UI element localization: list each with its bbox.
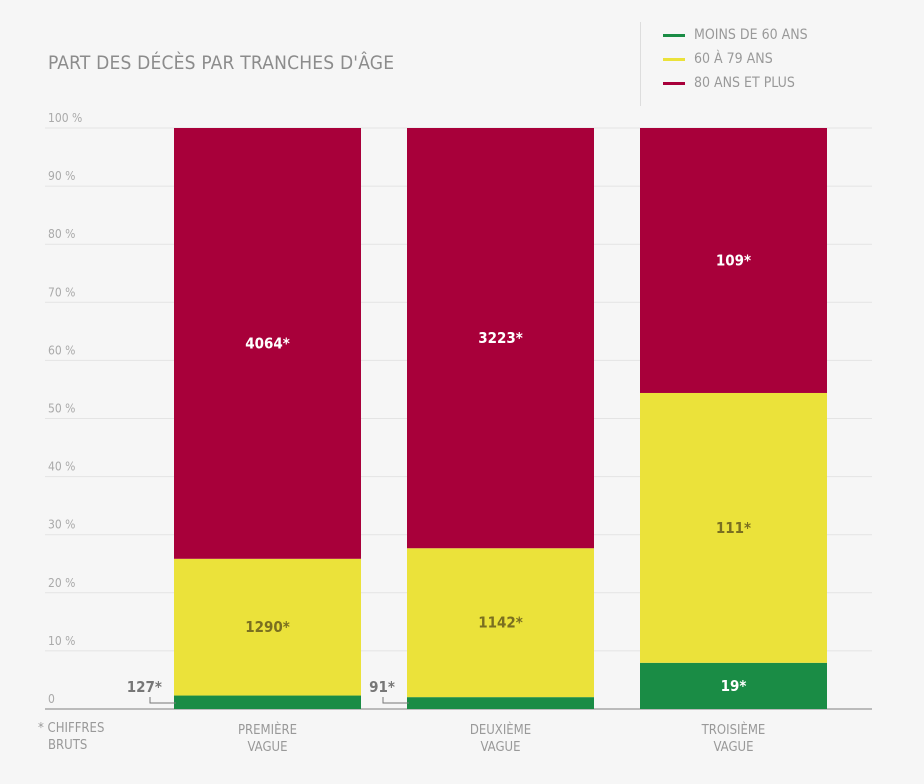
data-label: 91* [369, 678, 395, 696]
legend-swatch [663, 33, 685, 37]
y-tick-label: 70 % [48, 285, 75, 299]
bar-segment [407, 128, 594, 549]
bar-segment [407, 697, 594, 709]
legend-item-80-plus: 80 ANS ET PLUS [663, 72, 808, 94]
legend-item-60-79: 60 À 79 ANS [663, 48, 808, 70]
legend-label: 60 À 79 ANS [694, 51, 773, 67]
y-tick-label: 30 % [48, 518, 75, 532]
data-label: 111* [716, 519, 751, 537]
legend-swatch [663, 81, 685, 85]
legend-label: 80 ANS ET PLUS [694, 75, 795, 91]
bar-segment [407, 548, 594, 698]
bar-segment [174, 695, 361, 709]
data-label: 127* [127, 678, 162, 696]
bar-segment [174, 128, 361, 559]
data-label: 3223* [478, 329, 523, 347]
category-label: DEUXIÈME [470, 722, 531, 738]
chart-title: PART DES DÉCÈS PAR TRANCHES D'ÂGE [48, 52, 395, 74]
bar-segment [640, 128, 827, 393]
category-label: PREMIÈRE [238, 722, 297, 738]
legend-swatch [663, 57, 685, 61]
footnote: * CHIFFRES BRUTS [38, 720, 104, 754]
footnote-line: BRUTS [48, 738, 88, 753]
data-label: 4064* [245, 334, 290, 352]
legend-label: MOINS DE 60 ANS [694, 27, 808, 43]
y-tick-label: 20 % [48, 576, 75, 590]
y-tick-label: 50 % [48, 402, 75, 416]
data-label: 1290* [245, 618, 290, 636]
y-tick-label: 60 % [48, 343, 75, 357]
bar-segment [640, 392, 827, 663]
leader-line [382, 697, 409, 704]
category-label: VAGUE [481, 740, 521, 755]
data-label: 1142* [478, 614, 523, 632]
leader-line [149, 697, 176, 704]
category-label: TROISIÈME [701, 722, 766, 738]
category-label: VAGUE [248, 740, 288, 755]
footnote-line: * CHIFFRES [38, 721, 105, 736]
y-tick-label: 10 % [48, 634, 75, 648]
y-tick-label: 100 % [48, 111, 82, 125]
category-label: VAGUE [714, 740, 754, 755]
y-tick-label: 80 % [48, 227, 75, 241]
data-label: 109* [716, 251, 751, 269]
y-tick-label: 90 % [48, 169, 75, 183]
y-tick-label: 40 % [48, 460, 75, 474]
bar-segment [174, 558, 361, 696]
y-tick-label: 0 [48, 692, 55, 706]
data-label: 19* [721, 677, 747, 695]
legend: MOINS DE 60 ANS 60 À 79 ANS 80 ANS ET PL… [640, 22, 808, 106]
legend-item-under-60: MOINS DE 60 ANS [663, 24, 808, 46]
bar-segment [640, 662, 827, 709]
